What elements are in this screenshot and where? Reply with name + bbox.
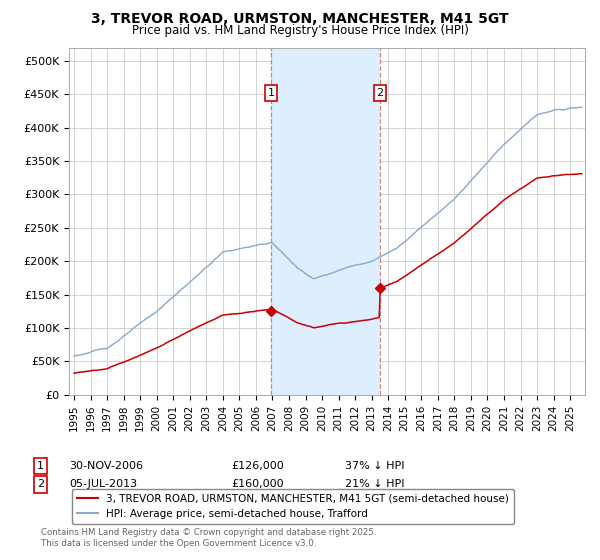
- Text: 05-JUL-2013: 05-JUL-2013: [69, 479, 137, 489]
- Text: 2: 2: [37, 479, 44, 489]
- Text: 30-NOV-2006: 30-NOV-2006: [69, 461, 143, 471]
- Text: 1: 1: [37, 461, 44, 471]
- Text: 3, TREVOR ROAD, URMSTON, MANCHESTER, M41 5GT: 3, TREVOR ROAD, URMSTON, MANCHESTER, M41…: [91, 12, 509, 26]
- Text: £160,000: £160,000: [231, 479, 284, 489]
- Text: £126,000: £126,000: [231, 461, 284, 471]
- Text: 21% ↓ HPI: 21% ↓ HPI: [345, 479, 404, 489]
- Text: 2: 2: [377, 88, 383, 98]
- Legend: 3, TREVOR ROAD, URMSTON, MANCHESTER, M41 5GT (semi-detached house), HPI: Average: 3, TREVOR ROAD, URMSTON, MANCHESTER, M41…: [71, 488, 514, 524]
- Text: Contains HM Land Registry data © Crown copyright and database right 2025.
This d: Contains HM Land Registry data © Crown c…: [41, 528, 376, 548]
- Text: 37% ↓ HPI: 37% ↓ HPI: [345, 461, 404, 471]
- Text: 1: 1: [268, 88, 275, 98]
- Text: Price paid vs. HM Land Registry's House Price Index (HPI): Price paid vs. HM Land Registry's House …: [131, 24, 469, 36]
- Bar: [271, 48, 380, 395]
